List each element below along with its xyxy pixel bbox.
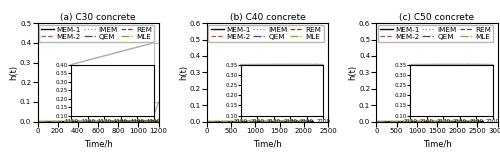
- Title: (c) C50 concrete: (c) C50 concrete: [400, 13, 474, 22]
- X-axis label: Time/h: Time/h: [84, 139, 112, 148]
- Title: (b) C40 concrete: (b) C40 concrete: [230, 13, 306, 22]
- Bar: [154, 43, 158, 102]
- Bar: [463, 64, 465, 105]
- Legend: MEM-1, MEM-2, IMEM, QEM, REM, MLE: MEM-1, MEM-2, IMEM, QEM, REM, MLE: [378, 25, 493, 42]
- Y-axis label: h(t): h(t): [179, 65, 188, 80]
- Y-axis label: h(t): h(t): [348, 65, 358, 80]
- Legend: MEM-1, MEM-2, IMEM, QEM, REM, MLE: MEM-1, MEM-2, IMEM, QEM, REM, MLE: [39, 25, 154, 42]
- X-axis label: Time/h: Time/h: [422, 139, 452, 148]
- X-axis label: Time/h: Time/h: [253, 139, 282, 148]
- Bar: [311, 64, 314, 105]
- Y-axis label: h(t): h(t): [10, 65, 18, 80]
- Title: (a) C30 concrete: (a) C30 concrete: [60, 13, 136, 22]
- Legend: MEM-1, MEM-2, IMEM, QEM, REM, MLE: MEM-1, MEM-2, IMEM, QEM, REM, MLE: [208, 25, 324, 42]
